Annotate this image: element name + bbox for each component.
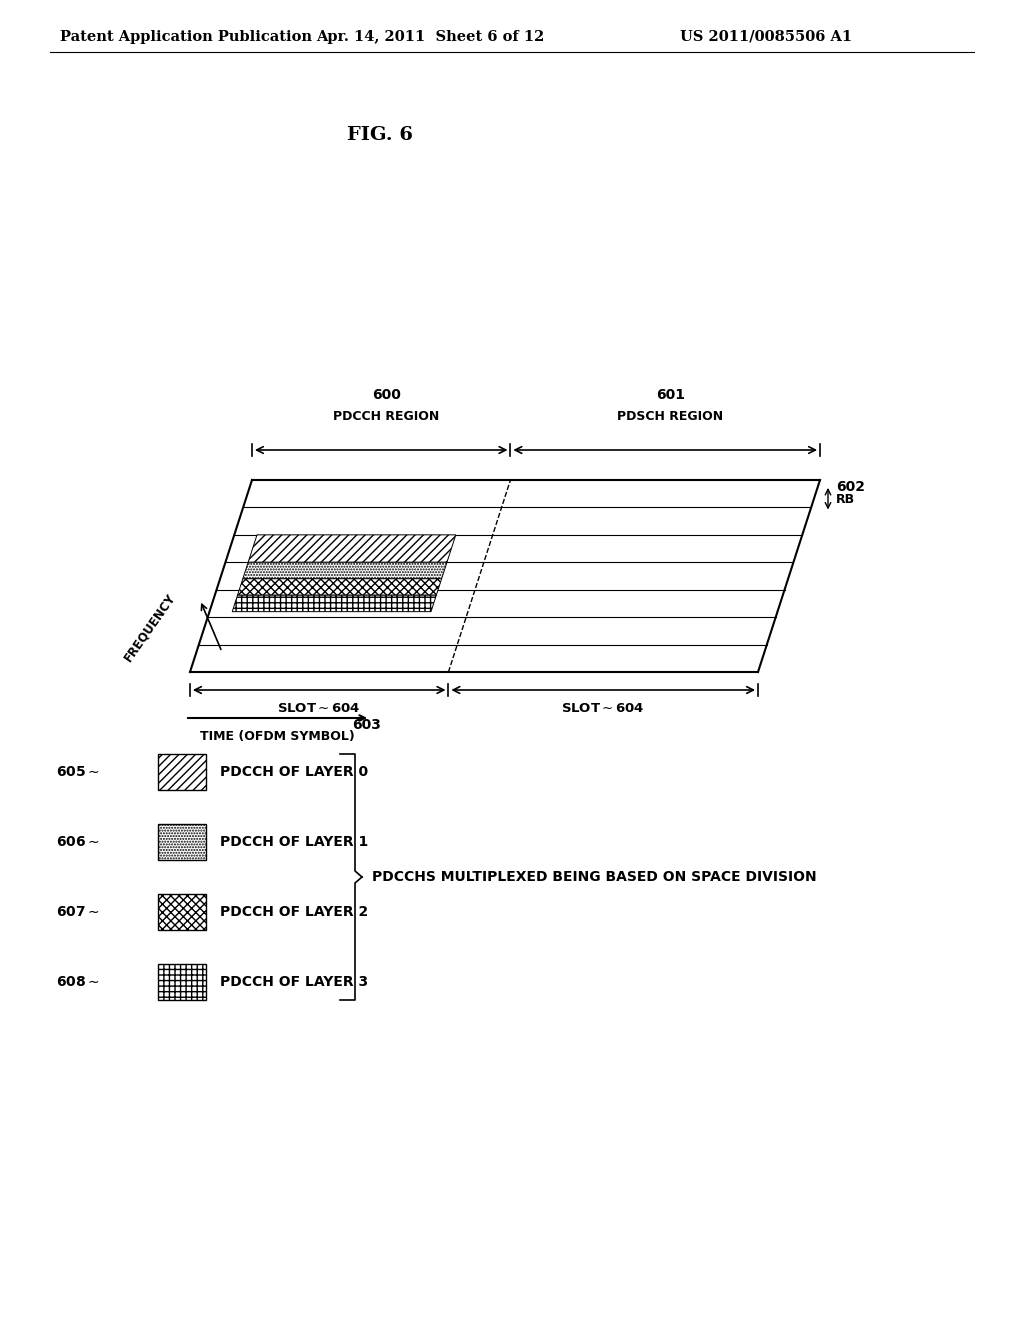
Text: 605$\sim$: 605$\sim$ — [56, 766, 100, 779]
Text: Apr. 14, 2011  Sheet 6 of 12: Apr. 14, 2011 Sheet 6 of 12 — [315, 30, 544, 44]
Text: PDSCH REGION: PDSCH REGION — [617, 411, 723, 422]
Bar — [158, 824, 206, 861]
Text: 600: 600 — [372, 388, 400, 403]
Text: Patent Application Publication: Patent Application Publication — [60, 30, 312, 44]
Text: PDCCH REGION: PDCCH REGION — [333, 411, 439, 422]
Text: 607$\sim$: 607$\sim$ — [56, 906, 100, 919]
Polygon shape — [238, 578, 441, 595]
Text: PDCCH OF LAYER 0: PDCCH OF LAYER 0 — [220, 766, 368, 779]
Text: 602: 602 — [836, 480, 865, 494]
Text: RB: RB — [836, 492, 855, 506]
Bar — [158, 964, 206, 1001]
Text: PDCCHS MULTIPLEXED BEING BASED ON SPACE DIVISION: PDCCHS MULTIPLEXED BEING BASED ON SPACE … — [372, 870, 816, 884]
Text: FREQUENCY: FREQUENCY — [122, 590, 178, 664]
Text: PDCCH OF LAYER 1: PDCCH OF LAYER 1 — [220, 836, 369, 849]
Text: SLOT$\sim$604: SLOT$\sim$604 — [278, 702, 361, 715]
Bar — [158, 894, 206, 931]
Polygon shape — [232, 595, 436, 611]
Text: PDCCH OF LAYER 3: PDCCH OF LAYER 3 — [220, 975, 368, 989]
Text: PDCCH OF LAYER 2: PDCCH OF LAYER 2 — [220, 906, 369, 919]
Bar — [158, 754, 206, 789]
Text: 608$\sim$: 608$\sim$ — [56, 975, 100, 989]
Text: TIME (OFDM SYMBOL): TIME (OFDM SYMBOL) — [200, 730, 354, 743]
Text: 601: 601 — [655, 388, 685, 403]
Polygon shape — [243, 562, 446, 578]
Text: 606$\sim$: 606$\sim$ — [56, 836, 100, 849]
Polygon shape — [248, 535, 456, 562]
Text: SLOT$\sim$604: SLOT$\sim$604 — [561, 702, 645, 715]
Text: 603: 603 — [352, 718, 381, 733]
Text: US 2011/0085506 A1: US 2011/0085506 A1 — [680, 30, 852, 44]
Text: FIG. 6: FIG. 6 — [347, 125, 413, 144]
